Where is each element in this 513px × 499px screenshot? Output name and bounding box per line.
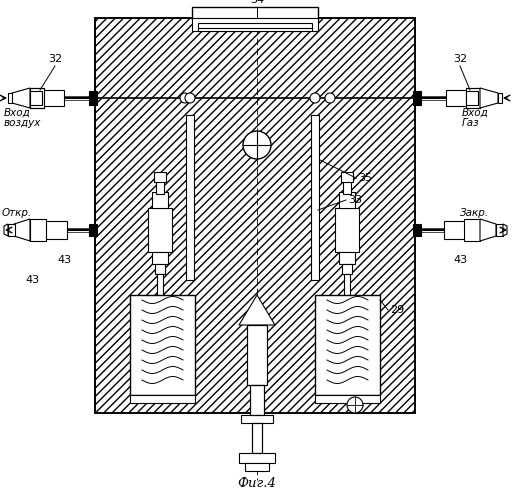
Text: 43: 43: [25, 275, 39, 285]
Bar: [413, 224, 421, 236]
Bar: [152, 252, 168, 264]
Circle shape: [325, 93, 335, 103]
Text: Закр.: Закр.: [460, 208, 489, 218]
Text: Откр.: Откр.: [2, 208, 32, 218]
Bar: [344, 274, 350, 324]
Polygon shape: [4, 224, 8, 236]
Bar: [496, 224, 503, 236]
Bar: [250, 385, 264, 415]
Bar: [42, 90, 64, 106]
Bar: [95, 18, 415, 413]
Text: 33: 33: [348, 195, 362, 205]
Polygon shape: [503, 224, 507, 236]
Bar: [241, 415, 273, 423]
Bar: [464, 219, 480, 241]
Bar: [342, 264, 352, 274]
Bar: [239, 453, 275, 463]
Bar: [335, 208, 359, 252]
Bar: [247, 325, 267, 385]
Text: 43: 43: [58, 255, 72, 265]
Text: Вход: Вход: [462, 108, 489, 118]
Text: Вход: Вход: [4, 108, 31, 118]
Bar: [45, 221, 67, 239]
Bar: [339, 192, 355, 208]
Text: 43: 43: [453, 255, 467, 265]
Bar: [315, 295, 380, 395]
Circle shape: [243, 131, 271, 159]
Text: Газ: Газ: [462, 118, 480, 128]
Bar: [252, 423, 262, 453]
Circle shape: [347, 397, 363, 413]
Bar: [183, 295, 195, 395]
Bar: [444, 221, 466, 239]
Circle shape: [310, 93, 320, 103]
Bar: [130, 295, 195, 395]
Text: 32: 32: [48, 54, 62, 64]
Bar: [466, 88, 480, 108]
Bar: [252, 423, 262, 453]
Bar: [247, 325, 267, 385]
Text: 35: 35: [358, 173, 372, 183]
Bar: [192, 18, 318, 31]
Bar: [156, 180, 164, 194]
Bar: [368, 295, 380, 395]
Circle shape: [180, 93, 190, 103]
Bar: [466, 91, 478, 105]
Polygon shape: [12, 88, 30, 108]
Bar: [89, 224, 97, 236]
Bar: [8, 93, 12, 103]
Polygon shape: [480, 219, 496, 241]
Bar: [341, 172, 353, 182]
Text: 34: 34: [250, 0, 264, 5]
Bar: [192, 7, 318, 20]
Text: Фиг.4: Фиг.4: [238, 477, 277, 490]
Bar: [30, 91, 42, 105]
Bar: [250, 385, 264, 415]
Bar: [130, 395, 195, 403]
Text: 29: 29: [390, 305, 404, 315]
Bar: [198, 23, 312, 31]
Bar: [148, 208, 172, 252]
Polygon shape: [239, 295, 275, 325]
Bar: [155, 264, 165, 274]
Bar: [8, 224, 15, 236]
Text: воздух: воздух: [4, 118, 42, 128]
Bar: [339, 252, 355, 264]
Bar: [252, 423, 262, 453]
Bar: [315, 395, 380, 403]
Bar: [130, 295, 142, 395]
Bar: [413, 91, 421, 105]
Bar: [89, 91, 97, 105]
Bar: [498, 93, 502, 103]
Bar: [343, 180, 351, 194]
Bar: [186, 115, 194, 280]
Polygon shape: [480, 88, 498, 108]
Bar: [250, 385, 264, 415]
Bar: [152, 192, 168, 208]
Polygon shape: [14, 219, 30, 241]
Bar: [245, 463, 269, 471]
Text: 32: 32: [453, 54, 467, 64]
Bar: [95, 18, 415, 413]
Bar: [154, 172, 166, 182]
Bar: [311, 115, 319, 280]
Bar: [315, 295, 327, 395]
Bar: [157, 274, 163, 324]
Bar: [247, 325, 267, 385]
Bar: [30, 219, 46, 241]
Circle shape: [185, 93, 195, 103]
Bar: [30, 88, 44, 108]
Bar: [446, 90, 468, 106]
